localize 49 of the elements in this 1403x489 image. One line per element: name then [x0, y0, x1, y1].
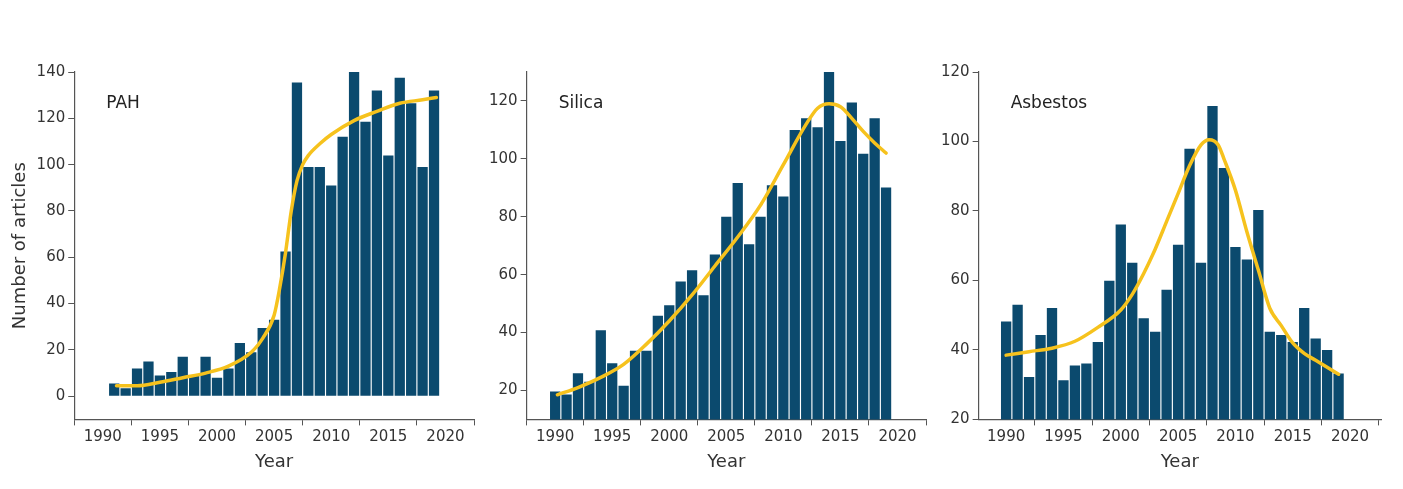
y-tick-label: 120 [36, 108, 66, 127]
x-tick-label: 2000 [197, 427, 237, 446]
y-tick-label: 20 [498, 380, 518, 399]
y-tick-label: 0 [55, 386, 66, 405]
y-tick-label: 100 [940, 131, 970, 150]
x-tick-label: 2020 [1330, 427, 1370, 446]
x-tick-label: 1995 [1044, 427, 1083, 446]
annotation: PAH [106, 92, 140, 113]
y-tick-label: 100 [36, 154, 66, 173]
y-tick-label: 80 [46, 200, 66, 219]
x-tick-label: 1990 [987, 427, 1026, 446]
annotation: Silica [558, 92, 604, 113]
y-tick-label: 40 [950, 339, 970, 358]
y-tick-label: 60 [46, 247, 66, 266]
x-tick-label: 2010 [1216, 427, 1255, 446]
x-tick-label: 2010 [312, 427, 351, 446]
x-axis-title: Year [706, 449, 746, 471]
y-tick-label: 80 [498, 206, 518, 225]
y-axis-title: Number of articles [8, 162, 30, 330]
y-tick-label: 120 [488, 90, 518, 109]
x-tick-label: 2005 [255, 427, 294, 446]
y-tick-label: 40 [498, 322, 518, 341]
x-tick-label: 1990 [536, 427, 575, 446]
x-tick-label: 2020 [878, 427, 917, 446]
y-tick-label: 140 [36, 61, 66, 80]
x-tick-label: 2015 [1273, 427, 1312, 446]
y-tick-label: 60 [950, 270, 970, 289]
y-tick-label: 20 [46, 339, 66, 358]
x-tick-label: 1995 [593, 427, 632, 446]
x-tick-label: 2015 [821, 427, 860, 446]
x-tick-label: 1990 [83, 427, 122, 446]
y-tick-label: 20 [950, 409, 970, 428]
line-series [1004, 137, 1341, 376]
y-tick-label: 80 [950, 200, 970, 219]
y-tick-label: 120 [940, 61, 970, 80]
y-tick-label: 40 [46, 293, 66, 312]
x-axis-title: Year [254, 449, 294, 471]
annotation: Asbestos [1010, 92, 1088, 113]
x-tick-label: 2015 [369, 427, 408, 446]
x-tick-label: 1995 [140, 427, 179, 446]
x-axis-title: Year [1159, 449, 1200, 471]
x-tick-label: 2005 [1159, 427, 1198, 446]
y-tick-label: 100 [488, 148, 518, 167]
x-tick-label: 2000 [650, 427, 689, 446]
y-tick-label: 60 [498, 264, 518, 283]
x-tick-label: 2020 [426, 427, 465, 446]
x-tick-label: 2000 [1101, 427, 1140, 446]
x-tick-label: 2005 [707, 427, 746, 446]
x-tick-label: 2010 [764, 427, 803, 446]
